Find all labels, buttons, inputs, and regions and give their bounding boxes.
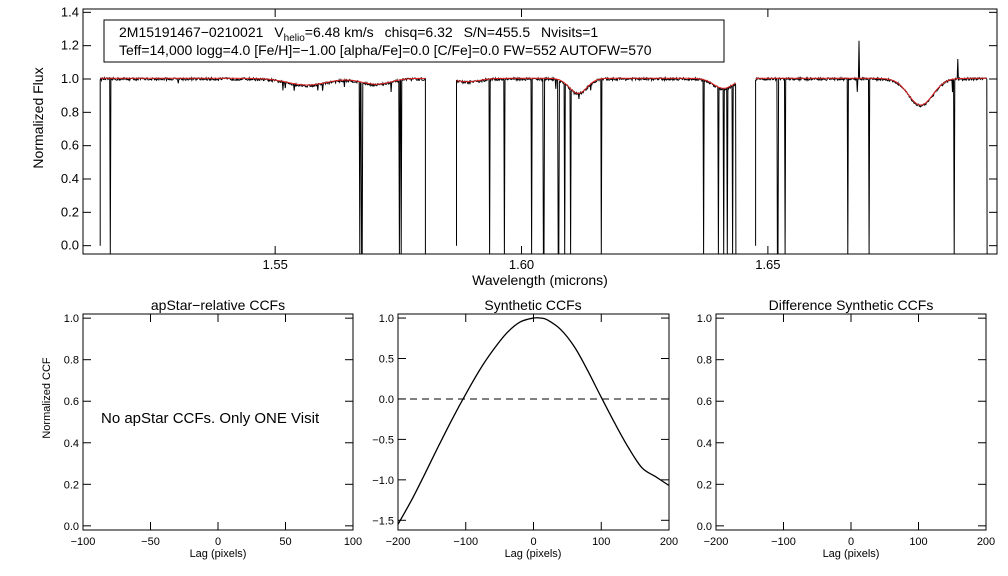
vhelio-label: V: [274, 24, 284, 40]
difference-ccf-x-tick-label: 100: [909, 536, 927, 548]
difference-ccf-x-axis: −200 −100 0 100 200: [704, 314, 995, 548]
synthetic-ccf-x-tick-label: 0: [530, 536, 536, 548]
synthetic-ccf-x-axis: −200 −100 0 100 200: [386, 314, 678, 548]
spectrum-x-tick-label: 1.60: [509, 257, 534, 272]
apstar-ccf-x-tick-label: 50: [279, 536, 291, 548]
spectrum-plot-frame: [82, 8, 998, 255]
apstar-ccf-y-tick-label: 0.2: [64, 479, 79, 491]
observed-spectrum-line: [99, 40, 988, 255]
difference-ccf-y-tick-label: 0.0: [697, 521, 712, 533]
info-line-1: 2M15191467−0210021 Vhelio=6.48 km/s chis…: [119, 24, 598, 44]
apstar-ccf-y-label: Normalized CCF: [41, 357, 53, 439]
spectrum-y-tick-label: 0.0: [61, 238, 79, 253]
difference-ccf-x-label: Lag (pixels): [823, 548, 880, 560]
apstar-ccf-y-tick-label: 0.6: [64, 396, 79, 408]
chisq-value: chisq=6.32: [385, 24, 453, 40]
nvisits-value: Nvisits=1: [541, 24, 598, 40]
apstar-ccf-y-axis: 0.0 0.2 0.4 0.6 0.8 1.0: [64, 313, 353, 533]
apstar-ccf-x-axis: −100 −50 0 50 100: [71, 314, 362, 548]
synthetic-ccf-frame: [397, 313, 670, 531]
apstar-ccf-y-tick-label: 1.0: [64, 313, 79, 325]
spectrum-y-tick-label: 0.4: [61, 171, 79, 186]
spectrum-y-axis: 0.0 0.2 0.4 0.6 0.8 1.0 1.2 1.4: [61, 4, 997, 253]
synthetic-ccf-curve: [397, 317, 670, 525]
difference-ccf-y-tick-label: 1.0: [697, 313, 712, 325]
synthetic-ccf-x-tick-label: 100: [592, 536, 610, 548]
vhelio-value: =6.48 km/s: [305, 24, 374, 40]
synthetic-ccf-panel: −200 −100 0 100 200 −1.5 −1.0 −0.5 0.0 0.5 1.0 Sy…: [372, 297, 678, 560]
synthetic-ccf-y-axis: −1.5 −1.0 −0.5 0.0 0.5 1.0: [372, 313, 669, 527]
spectrum-panel: 1.55 1.60 1.65 0.0 0.2 0.4 0.6 0.8 1.0 1.2 1.4 Wa…: [30, 4, 998, 288]
difference-ccf-title: Difference Synthetic CCFs: [769, 297, 934, 313]
vhelio-subscript: helio: [284, 33, 306, 44]
difference-ccf-y-tick-label: 0.8: [697, 355, 712, 367]
apstar-ccf-x-tick-label: 100: [344, 536, 362, 548]
apstar-ccf-y-tick-label: 0.8: [64, 355, 79, 367]
spectrum-y-tick-label: 0.2: [61, 204, 79, 219]
spectrum-x-tick-label: 1.65: [755, 257, 780, 272]
synthetic-ccf-y-tick-label: 0.0: [379, 394, 394, 406]
synthetic-ccf-title: Synthetic CCFs: [484, 297, 581, 313]
spectrum-x-axis: 1.55 1.60 1.65: [263, 9, 781, 272]
synthetic-ccf-x-tick-label: −100: [453, 536, 478, 548]
difference-ccf-y-tick-label: 0.6: [697, 396, 712, 408]
spectrum-y-tick-label: 1.4: [61, 4, 79, 19]
spectrum-x-tick-label: 1.55: [263, 257, 288, 272]
difference-ccf-x-tick-label: −100: [771, 536, 796, 548]
apstar-ccf-panel: −100 −50 0 50 100 0.0 0.2 0.4 0.6 0.8 1.0 apStar−…: [41, 297, 362, 560]
synthetic-ccf-x-tick-label: 200: [660, 536, 678, 548]
spectrum-y-tick-label: 0.8: [61, 104, 79, 119]
synthetic-ccf-x-tick-label: −200: [386, 536, 411, 548]
difference-ccf-y-tick-label: 0.2: [697, 479, 712, 491]
difference-ccf-y-tick-label: 0.4: [697, 438, 712, 450]
apstar-ccf-y-tick-label: 0.4: [64, 438, 79, 450]
snr-value: S/N=455.5: [464, 24, 531, 40]
synthetic-ccf-y-tick-label: −1.5: [372, 515, 394, 527]
spectrum-x-label: Wavelength (microns): [472, 272, 608, 288]
spectrum-y-tick-label: 0.6: [61, 138, 79, 153]
apstar-ccf-y-tick-label: 0.0: [64, 521, 79, 533]
no-ccf-message: No apStar CCFs. Only ONE Visit: [101, 410, 320, 427]
object-id: 2M15191467−0210021: [119, 24, 264, 40]
apstar-ccf-x-tick-label: 0: [215, 536, 221, 548]
difference-ccf-frame: [715, 313, 987, 531]
difference-ccf-panel: −200 −100 0 100 200 0.0 0.2 0.4 0.6 0.8 1.0 Diffe…: [697, 297, 995, 560]
difference-ccf-x-tick-label: 200: [977, 536, 995, 548]
apstar-ccf-x-tick-label: −100: [71, 536, 96, 548]
apstar-ccf-x-label: Lag (pixels): [190, 548, 247, 560]
difference-ccf-y-axis: 0.0 0.2 0.4 0.6 0.8 1.0: [697, 313, 986, 533]
synthetic-ccf-y-tick-label: 1.0: [379, 313, 394, 325]
apstar-ccf-title: apStar−relative CCFs: [151, 297, 285, 313]
synthetic-ccf-y-tick-label: 0.5: [379, 353, 394, 365]
model-spectrum-line: [100, 77, 987, 106]
difference-ccf-x-tick-label: 0: [848, 536, 854, 548]
synthetic-ccf-y-tick-label: −0.5: [372, 434, 394, 446]
spectrum-y-tick-label: 1.0: [61, 71, 79, 86]
synthetic-ccf-y-tick-label: −1.0: [372, 475, 394, 487]
difference-ccf-x-tick-label: −200: [704, 536, 729, 548]
info-line-2: Teff=14,000 logg=4.0 [Fe/H]=−1.00 [alpha…: [119, 42, 652, 58]
synthetic-ccf-x-label: Lag (pixels): [505, 548, 562, 560]
info-box: 2M15191467−0210021 Vhelio=6.48 km/s chis…: [103, 19, 725, 63]
spectrum-y-label: Normalized Flux: [30, 67, 46, 168]
apstar-ccf-x-tick-label: −50: [141, 536, 160, 548]
info-box-frame: [103, 19, 725, 63]
spectrum-y-tick-label: 1.2: [61, 38, 79, 53]
